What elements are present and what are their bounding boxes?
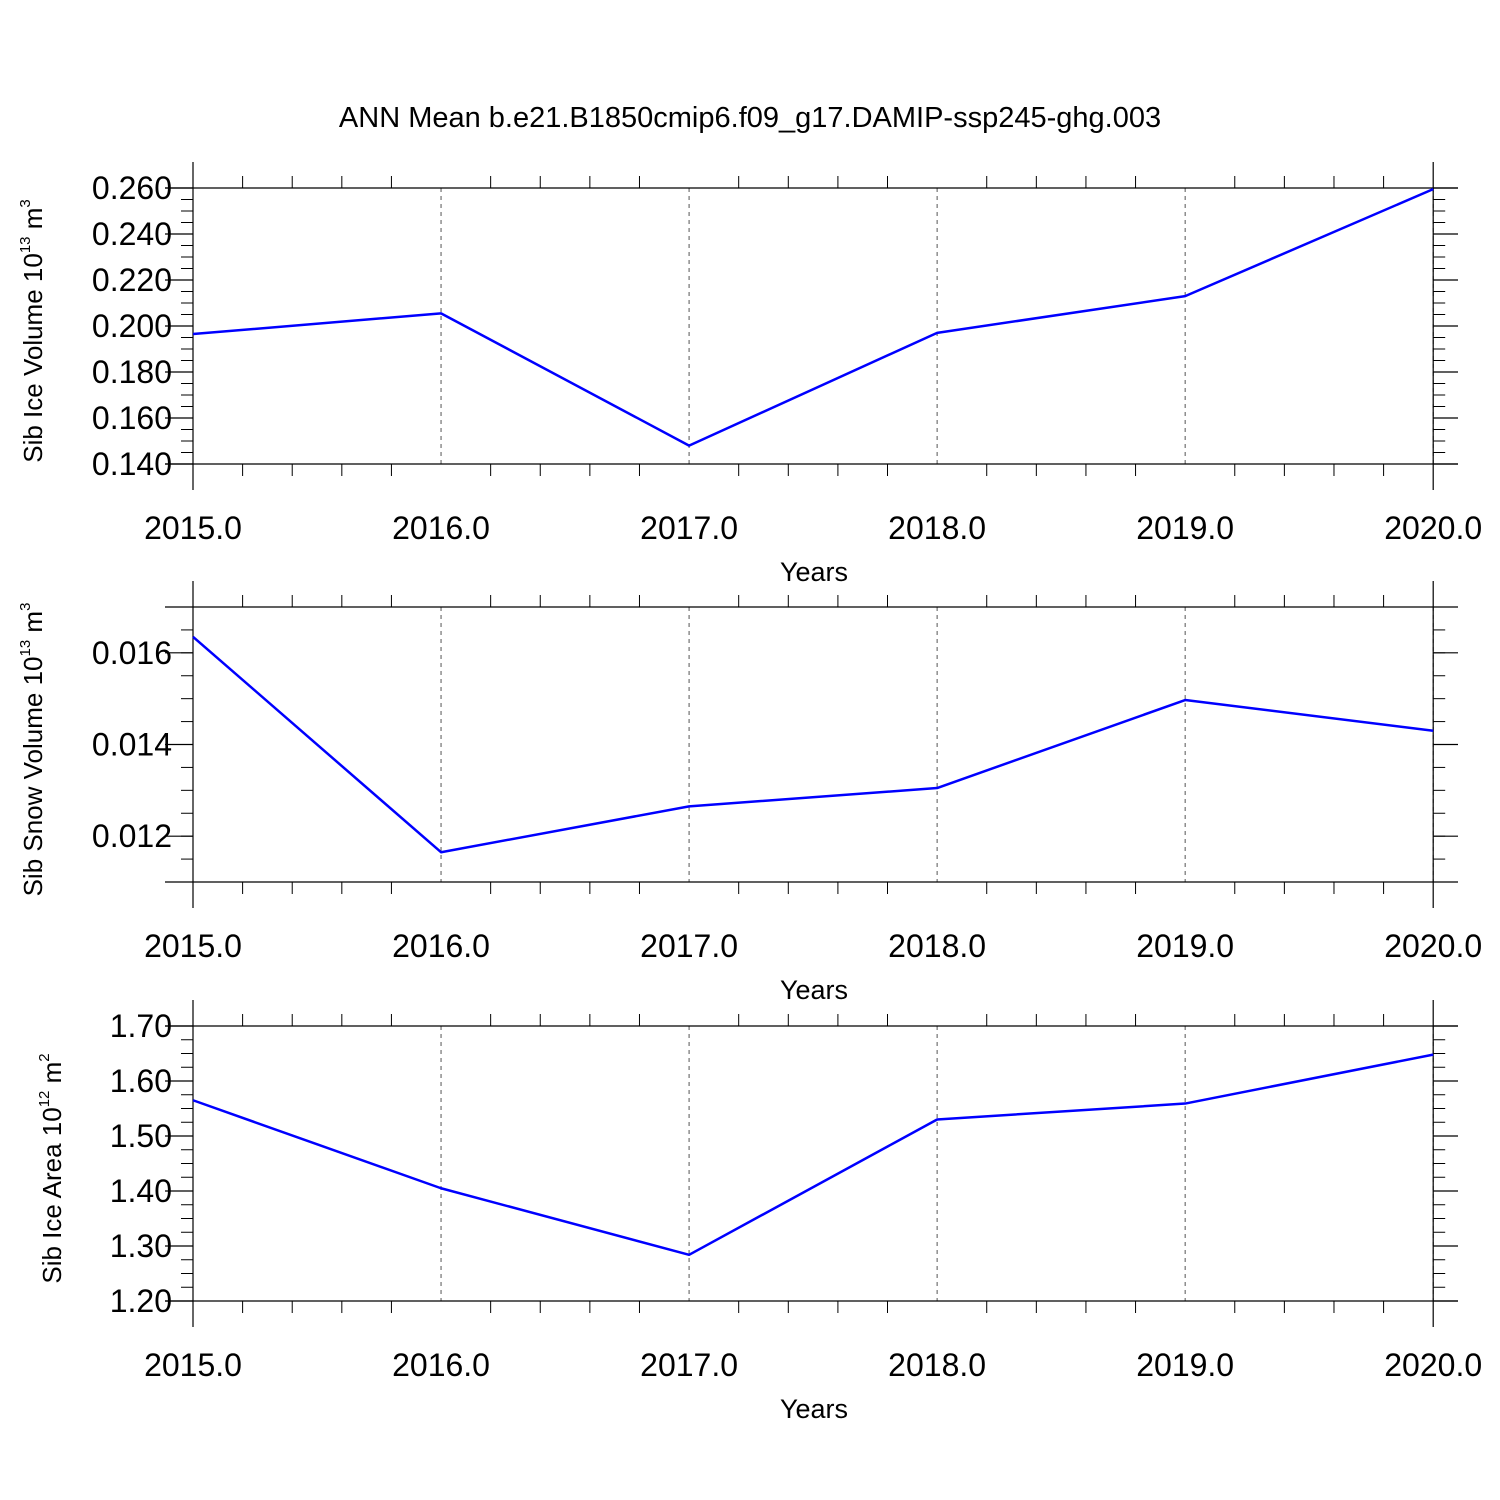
x-tick-label: 2015.0 bbox=[144, 1347, 242, 1383]
x-axis-label: Years bbox=[780, 557, 848, 587]
y-label-exponent: 13 bbox=[17, 640, 34, 657]
x-tick-label: 2020.0 bbox=[1384, 928, 1482, 964]
x-tick-label: 2017.0 bbox=[640, 1347, 738, 1383]
x-tick-label: 2015.0 bbox=[144, 928, 242, 964]
y-label-exponent: 13 bbox=[17, 236, 34, 253]
y-tick-label: 1.70 bbox=[110, 1008, 172, 1044]
y-tick-label: 0.014 bbox=[92, 727, 172, 763]
y-label-unit: m bbox=[18, 208, 48, 237]
x-tick-label: 2016.0 bbox=[392, 1347, 490, 1383]
y-tick-label: 0.220 bbox=[92, 262, 172, 298]
x-tick-label: 2019.0 bbox=[1136, 510, 1234, 546]
x-tick-label: 2019.0 bbox=[1136, 1347, 1234, 1383]
y-label-unit: m bbox=[18, 611, 48, 640]
y-label-unit-exponent: 3 bbox=[17, 603, 34, 611]
y-label-unit: m bbox=[37, 1062, 67, 1091]
series-line bbox=[192, 635, 1434, 854]
panel-2: 2015.0 2016.0 2017.0 2018.0 2019.0 2020.0 0.01… bbox=[17, 581, 1482, 1005]
panel-3: 2015.0 2016.0 2017.0 2018.0 2019.0 2020.0 1.20… bbox=[36, 1000, 1482, 1424]
x-tick-label: 2016.0 bbox=[392, 928, 490, 964]
y-tick-label: 0.240 bbox=[92, 216, 172, 252]
x-axis-label: Years bbox=[780, 975, 848, 1005]
y-tick-label: 0.260 bbox=[92, 170, 172, 206]
figure-title: ANN Mean b.e21.B1850cmip6.f09_g17.DAMIP-… bbox=[339, 102, 1161, 134]
y-axis-label: Sib Ice Area 1012 m2 bbox=[36, 1053, 67, 1283]
y-tick-label: 1.20 bbox=[110, 1283, 172, 1319]
y-axis-label: Sib Ice Volume 1013 m3 bbox=[17, 199, 48, 463]
x-tick-label: 2019.0 bbox=[1136, 928, 1234, 964]
y-tick-label: 0.160 bbox=[92, 400, 172, 436]
panels: 2015.0 2016.0 2017.0 2018.0 2019.0 2020.0 0.14… bbox=[17, 162, 1482, 1424]
series-line bbox=[192, 1053, 1434, 1257]
x-tick-label: 2017.0 bbox=[640, 928, 738, 964]
x-tick-label: 2015.0 bbox=[144, 510, 242, 546]
y-label-unit-exponent: 3 bbox=[17, 199, 34, 207]
y-label-text: Sib Snow Volume 10 bbox=[18, 656, 48, 896]
y-tick-label: 1.60 bbox=[110, 1063, 172, 1099]
y-label-text: Sib Ice Volume 10 bbox=[18, 253, 48, 463]
x-tick-label: 2017.0 bbox=[640, 510, 738, 546]
x-tick-label: 2020.0 bbox=[1384, 510, 1482, 546]
y-tick-label: 0.140 bbox=[92, 446, 172, 482]
y-tick-label: 1.40 bbox=[110, 1173, 172, 1209]
x-axis-label: Years bbox=[780, 1394, 848, 1424]
y-tick-label: 1.50 bbox=[110, 1118, 172, 1154]
y-axis-label: Sib Snow Volume 1013 m3 bbox=[17, 603, 48, 897]
x-tick-label: 2016.0 bbox=[392, 510, 490, 546]
y-label-text: Sib Ice Area 10 bbox=[37, 1107, 67, 1283]
panel-1: 2015.0 2016.0 2017.0 2018.0 2019.0 2020.0 0.14… bbox=[17, 162, 1482, 587]
x-tick-label: 2018.0 bbox=[888, 510, 986, 546]
y-tick-label: 0.016 bbox=[92, 635, 172, 671]
y-label-unit-exponent: 2 bbox=[36, 1053, 53, 1061]
y-tick-label: 0.180 bbox=[92, 354, 172, 390]
y-tick-label: 1.30 bbox=[110, 1228, 172, 1264]
x-tick-label: 2018.0 bbox=[888, 1347, 986, 1383]
x-tick-label: 2018.0 bbox=[888, 928, 986, 964]
x-tick-label: 2020.0 bbox=[1384, 1347, 1482, 1383]
y-tick-label: 0.200 bbox=[92, 308, 172, 344]
series-line bbox=[192, 188, 1434, 447]
y-tick-label: 0.012 bbox=[92, 818, 172, 854]
y-label-exponent: 12 bbox=[36, 1091, 53, 1108]
